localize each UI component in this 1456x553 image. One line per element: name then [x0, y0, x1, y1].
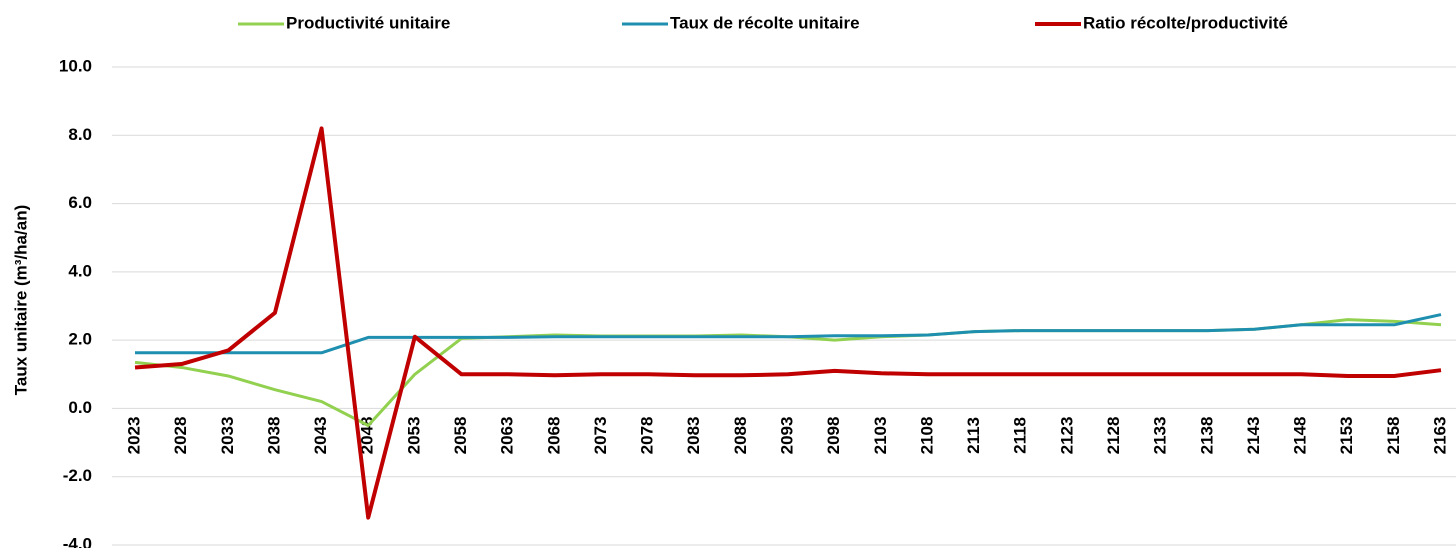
series-line — [134, 126, 1442, 520]
x-tick-label: 2128 — [1104, 417, 1123, 455]
y-tick-label: -4.0 — [63, 534, 92, 548]
x-tick-label: 2078 — [638, 417, 657, 455]
x-tick-label: 2053 — [404, 417, 423, 455]
x-tick-label: 2103 — [871, 417, 890, 455]
x-tick-label: 2048 — [358, 417, 377, 455]
x-tick-label: 2143 — [1244, 417, 1263, 455]
x-tick-label: 2163 — [1430, 417, 1449, 455]
x-tick-label: 2058 — [451, 417, 470, 455]
legend-label: Taux de récolte unitaire — [670, 13, 860, 32]
x-tick-label: 2098 — [824, 417, 843, 455]
x-tick-label: 2123 — [1057, 417, 1076, 455]
x-tick-label: 2138 — [1197, 417, 1216, 455]
x-tick-label: 2083 — [684, 417, 703, 455]
x-tick-label: 2153 — [1337, 417, 1356, 455]
x-tick-label: 2043 — [311, 417, 330, 455]
x-tick-label: 2073 — [591, 417, 610, 455]
x-tick-label: 2038 — [264, 417, 283, 455]
y-tick-label: 8.0 — [68, 125, 92, 144]
y-tick-label: 4.0 — [68, 261, 92, 280]
x-tick-label: 2113 — [964, 417, 983, 454]
x-tick-label: 2033 — [218, 417, 237, 455]
x-tick-label: 2148 — [1291, 417, 1310, 455]
y-axis-label: Taux unitaire (m³/ha/an) — [11, 205, 30, 396]
legend-label: Ratio récolte/productivité — [1083, 13, 1288, 32]
x-tick-label: 2093 — [777, 417, 796, 455]
y-tick-label: -2.0 — [63, 466, 92, 485]
x-tick-label: 2118 — [1011, 417, 1030, 454]
y-tick-label: 10.0 — [59, 56, 92, 75]
y-tick-label: 6.0 — [68, 193, 92, 212]
series-line — [135, 313, 1442, 355]
y-tick-label: 0.0 — [68, 398, 92, 417]
x-tick-label: 2028 — [171, 417, 190, 455]
x-tick-label: 2063 — [498, 417, 517, 455]
x-tick-label: 2023 — [124, 417, 143, 455]
x-tick-label: 2158 — [1384, 417, 1403, 455]
x-tick-label: 2133 — [1151, 417, 1170, 455]
y-tick-label: 2.0 — [68, 330, 92, 349]
x-tick-label: 2108 — [917, 417, 936, 455]
x-tick-label: 2088 — [731, 417, 750, 455]
legend-label: Productivité unitaire — [286, 13, 450, 32]
x-tick-label: 2068 — [544, 417, 563, 455]
